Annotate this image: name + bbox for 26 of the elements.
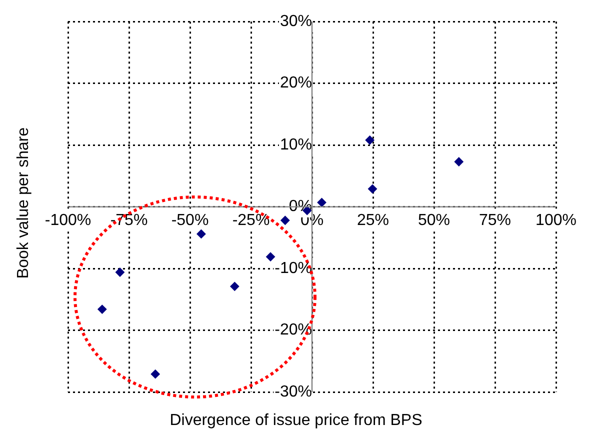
y-tick-label: 20%	[280, 74, 312, 92]
point	[454, 157, 464, 166]
x-axis-title: Divergence of issue price from BPS	[168, 412, 424, 430]
point	[368, 184, 378, 194]
x-tick-label: 75%	[478, 212, 512, 229]
point	[115, 268, 124, 277]
point	[196, 229, 206, 238]
y-tick-label: 10%	[280, 136, 312, 154]
y-axis-title: Book value per share	[15, 127, 33, 279]
x-tick-label: -50%	[171, 212, 209, 229]
x-tick-label: -100%	[44, 212, 92, 229]
point	[98, 304, 107, 314]
point	[365, 136, 374, 145]
x-tick-label: 100%	[536, 212, 576, 229]
x-tick-label: 25%	[356, 212, 390, 229]
x-tick-label: -25%	[232, 212, 270, 229]
y-tick-label: -10%	[274, 260, 312, 277]
point	[280, 216, 290, 225]
y-tick-label: 30%	[280, 13, 312, 30]
x-tick-label: 50%	[418, 212, 450, 229]
point	[317, 198, 326, 207]
y-tick-label: -30%	[274, 383, 312, 400]
point	[150, 370, 160, 379]
point	[230, 282, 240, 291]
point	[266, 252, 276, 262]
y-tick-label: -20%	[274, 322, 312, 339]
